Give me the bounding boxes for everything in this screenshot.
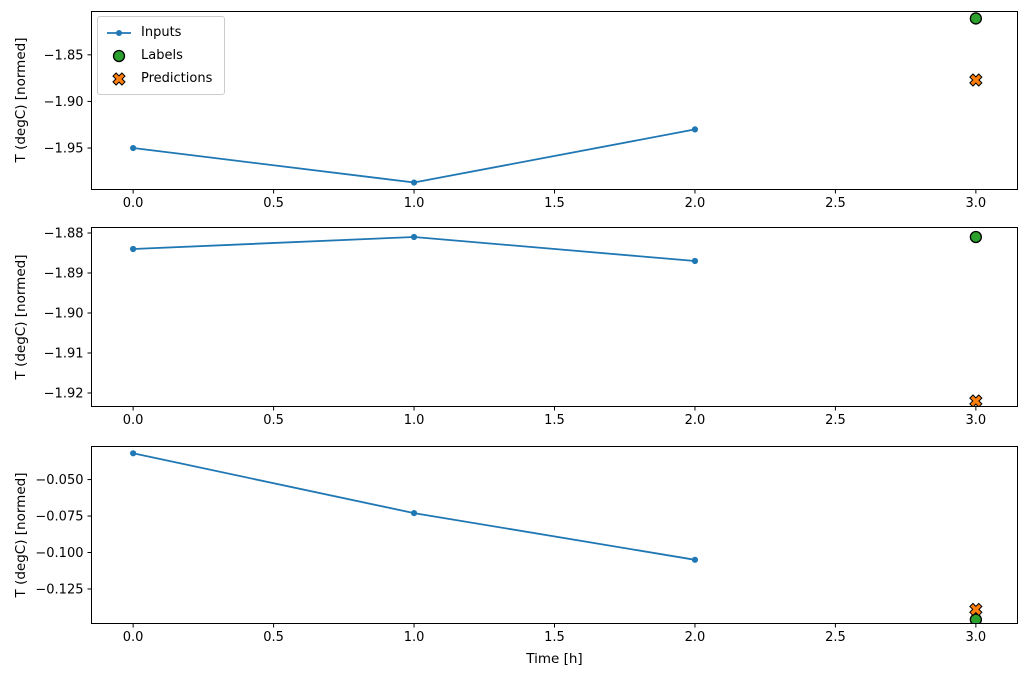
- inputs-point: [410, 233, 418, 241]
- legend-label-labels: Labels: [141, 48, 183, 63]
- x-tick-label: 1.0: [404, 413, 425, 428]
- subplot-3-axes: 0.0 0.5 1.0 1.5 2.0 2.5 3.0 −0.050 −0.075 −0.100 −…: [35, 446, 1018, 645]
- subplot-1-ylabel: T (degC) [normed]: [13, 37, 29, 163]
- x-tick-label: 2.0: [685, 630, 706, 645]
- legend-marker-svg: [112, 71, 126, 86]
- y-tick-label: −0.125: [35, 582, 83, 597]
- legend-marker-svg: [107, 29, 131, 36]
- legend-item-inputs: Inputs: [106, 21, 212, 44]
- inputs-point: [410, 510, 418, 517]
- x-tick-label: 2.0: [685, 196, 706, 211]
- x-tick-label: 1.5: [544, 413, 565, 428]
- x-tick-label: 2.5: [825, 630, 846, 645]
- inputs-point: [130, 245, 137, 253]
- y-tick-label: −1.85: [44, 48, 84, 63]
- x-tick-label: 2.5: [825, 413, 846, 428]
- x-tick-label: 0.0: [123, 196, 144, 211]
- y-tick-label: −0.100: [35, 546, 83, 561]
- y-tick-label: −0.050: [35, 473, 83, 488]
- x-tick-label: 0.5: [263, 630, 284, 645]
- x-axis-label: Time [h]: [526, 651, 583, 667]
- y-tick-label: −1.91: [44, 347, 84, 362]
- legend-label-inputs: Inputs: [141, 25, 182, 40]
- labels-circle-icon: [106, 48, 132, 64]
- subplot-1-axes: 0.0 0.5 1.0 1.5 2.0 2.5 3.0 −1.85 −1.90 −1.95: [44, 11, 1018, 211]
- legend: Inputs Labels Predictions: [97, 16, 226, 95]
- inputs-line: [132, 128, 696, 184]
- legend-item-labels: Labels: [106, 44, 212, 67]
- x-tick-label: 0.0: [123, 413, 144, 428]
- y-tick-label: −1.92: [44, 387, 84, 402]
- legend-item-predictions: Predictions: [106, 67, 212, 90]
- subplot-2-ylabel: T (degC) [normed]: [13, 254, 29, 380]
- subplot-3: 0.0 0.5 1.0 1.5 2.0 2.5 3.0 −0.050 −0.075 −0.100 −…: [35, 446, 1018, 645]
- inputs-point: [691, 126, 699, 133]
- legend-label-predictions: Predictions: [141, 71, 213, 86]
- x-tick-label: 2.5: [825, 196, 846, 211]
- x-tick-label: 0.0: [123, 630, 144, 645]
- predictions-point: [969, 73, 983, 87]
- inputs-point: [130, 450, 137, 457]
- inputs-point: [691, 257, 699, 265]
- x-tick-label: 2.0: [685, 413, 706, 428]
- subplot-3-ylabel: T (degC) [normed]: [13, 472, 29, 598]
- y-tick-label: −0.075: [35, 510, 83, 525]
- x-tick-label: 1.5: [544, 630, 565, 645]
- labels-point: [969, 12, 983, 25]
- inputs-point: [691, 556, 699, 563]
- predictions-x-icon: [106, 71, 132, 87]
- x-tick-label: 1.0: [404, 196, 425, 211]
- subplot-2: 0.0 0.5 1.0 1.5 2.0 2.5 3.0 −1.88 −1.89 −1.90 −1.9…: [44, 227, 1018, 428]
- x-tick-label: 1.5: [544, 196, 565, 211]
- subplot-1: 0.0 0.5 1.0 1.5 2.0 2.5 3.0 −1.85 −1.90 −1.95 Inp…: [44, 11, 1018, 211]
- inputs-point: [130, 144, 137, 152]
- predictions-point: [969, 394, 983, 407]
- labels-point: [969, 613, 983, 624]
- y-tick-label: −1.95: [44, 142, 84, 157]
- inputs-line: [133, 236, 696, 262]
- x-tick-label: 3.0: [966, 196, 987, 211]
- x-tick-label: 0.5: [263, 196, 284, 211]
- y-tick-label: −1.90: [44, 307, 84, 322]
- axes-border: [91, 446, 1018, 624]
- axes-border: [91, 11, 1018, 190]
- x-tick-label: 1.0: [404, 630, 425, 645]
- y-tick-label: −1.90: [44, 95, 84, 110]
- labels-point: [969, 230, 983, 244]
- y-tick-label: −1.88: [44, 227, 84, 242]
- y-tick-label: −1.89: [44, 267, 84, 282]
- x-tick-label: 3.0: [966, 413, 987, 428]
- inputs-point: [410, 179, 418, 186]
- x-tick-label: 0.5: [263, 413, 284, 428]
- subplot-2-axes: 0.0 0.5 1.0 1.5 2.0 2.5 3.0 −1.88 −1.89 −1.90 −1.9…: [44, 227, 1018, 428]
- inputs-line: [132, 452, 696, 561]
- axes-border: [91, 227, 1018, 407]
- predictions-point: [969, 602, 983, 617]
- x-tick-label: 3.0: [966, 630, 987, 645]
- inputs-line-dot-icon: [106, 25, 132, 41]
- legend-marker-svg: [112, 49, 126, 62]
